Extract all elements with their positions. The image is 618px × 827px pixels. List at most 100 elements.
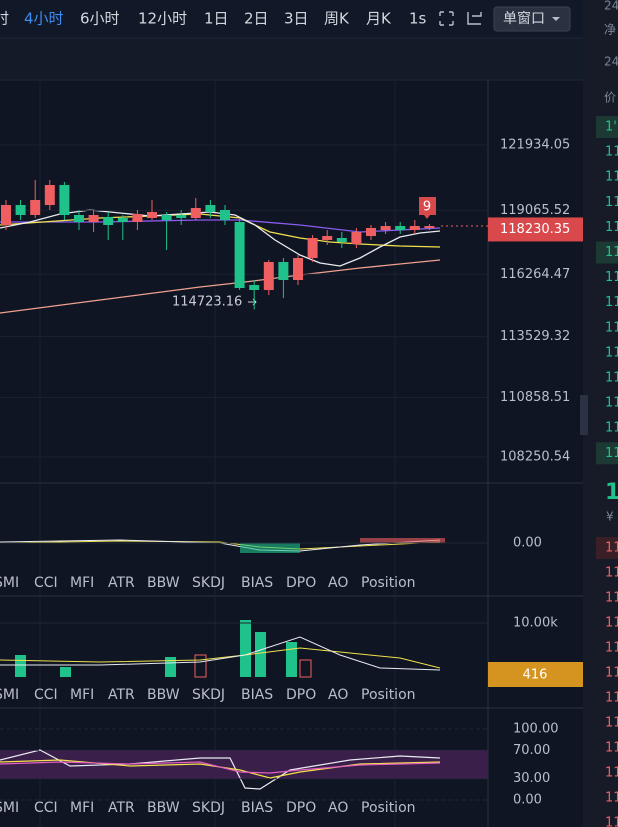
indicator-tab[interactable]: CCI [34, 800, 58, 816]
timeframe-tab[interactable]: 1s [409, 10, 427, 28]
side-bid: 11 [605, 766, 618, 781]
indicator-tab[interactable]: MFI [70, 575, 94, 591]
timeframe-tab[interactable]: 2日 [244, 10, 269, 28]
toolbar-icons[interactable] [439, 11, 482, 26]
indicator-tab[interactable]: AO [328, 800, 348, 816]
indicator-tab[interactable]: MFI [70, 687, 94, 703]
candle-body [278, 262, 289, 280]
indicator-tab[interactable]: SKDJ [192, 687, 225, 703]
timeframe-tab[interactable]: 时 [0, 10, 9, 28]
indicator-tab[interactable]: Position [361, 800, 416, 816]
candle-body [132, 213, 143, 222]
side-ask: 11 [605, 170, 618, 185]
timeframe-tab[interactable]: 月K [366, 10, 392, 28]
indicator-tab[interactable]: SMI [0, 687, 19, 703]
timeframe-tab[interactable]: 12小时 [138, 10, 187, 28]
side-bid: 11 [605, 641, 618, 656]
marker-label: 9 [423, 200, 431, 215]
volume-last-label: 416 [523, 668, 548, 683]
candle-body [293, 257, 303, 280]
panel-tick-label: 0.00 [513, 793, 542, 808]
side-header: 24 [604, 55, 618, 69]
side-header: 24 [604, 0, 618, 13]
side-ask: 11 [605, 195, 618, 210]
panel-tick-label: 10.00k [513, 616, 558, 631]
side-ask: 11 [605, 245, 618, 260]
side-ask: 11 [605, 220, 618, 235]
indicator-tab[interactable]: CCI [34, 687, 58, 703]
candle-body [220, 210, 230, 221]
indicator-tab[interactable]: ATR [108, 575, 135, 591]
indicator-tab[interactable]: CCI [34, 575, 58, 591]
window-button[interactable] [493, 6, 571, 32]
timeframe-tab[interactable]: 6小时 [80, 10, 120, 28]
indicator-tab[interactable]: BIAS [241, 575, 273, 591]
candle-body [307, 238, 318, 258]
candle-body [176, 214, 187, 219]
row-highlight [596, 116, 618, 138]
indicator-tab[interactable]: BIAS [241, 687, 273, 703]
side-bid: 11 [605, 741, 618, 756]
side-ask: 11 [605, 396, 618, 411]
timeframe-tab[interactable]: 1日 [204, 10, 229, 28]
side-bid: 11 [605, 566, 618, 581]
indicator-tab[interactable]: DPO [286, 687, 316, 703]
side-ask: 11 [605, 446, 618, 461]
indicator-tab[interactable]: BBW [147, 800, 180, 816]
panel-tick-label: 70.00 [513, 743, 550, 758]
indicator-tab[interactable]: BIAS [241, 800, 273, 816]
timeframe-tab[interactable]: 周K [324, 10, 350, 28]
candle-body [44, 184, 55, 206]
side-header: 价 [604, 91, 616, 105]
window-button-label[interactable]: 单窗口 [503, 10, 545, 27]
side-bid: 11 [605, 591, 618, 606]
indicator-tab[interactable]: SKDJ [192, 800, 225, 816]
candle-body [30, 199, 41, 215]
price-tick-label: 110858.51 [500, 390, 570, 405]
indicator-tab[interactable]: DPO [286, 575, 316, 591]
indicator-tab[interactable]: ATR [108, 687, 135, 703]
indicator-tab[interactable]: ATR [108, 800, 135, 816]
candle-body [351, 232, 362, 244]
side-mid: 1 [605, 480, 618, 505]
timeframe-tab[interactable]: 3日 [284, 10, 309, 28]
candle-body [336, 238, 347, 242]
candle-body [74, 214, 84, 222]
indicator-tab[interactable]: SMI [0, 575, 19, 591]
side-bid: 11 [605, 791, 618, 806]
side-ask: 11 [605, 295, 618, 310]
osc-decor [0, 749, 441, 790]
candle-body [409, 226, 420, 230]
indicator-tab[interactable]: DPO [286, 800, 316, 816]
candle-body [234, 221, 245, 289]
candle-body [424, 226, 435, 228]
price-tick-label: 119065.52 [500, 203, 570, 218]
row-highlight [596, 241, 618, 264]
indicator-tab[interactable]: AO [328, 687, 348, 703]
indicator-tab[interactable]: BBW [147, 687, 180, 703]
side-header: 净 [604, 23, 616, 37]
collapse-handle[interactable] [580, 395, 588, 435]
price-tick-label: 116264.47 [500, 267, 570, 282]
indicator-tab[interactable]: Position [361, 575, 416, 591]
side-bid: 11 [605, 816, 618, 827]
candle-body [395, 226, 406, 230]
candle-body [161, 214, 172, 221]
indicator-tab[interactable]: BBW [147, 575, 180, 591]
low-label: 114723.16 [172, 295, 242, 310]
timeframe-tab[interactable]: 4小时 [24, 10, 64, 28]
candle-body [263, 262, 274, 291]
side-ask: 11 [605, 421, 618, 436]
subbar-bg [0, 38, 583, 80]
price-tick-label: 108250.54 [500, 449, 570, 464]
indicator-tab[interactable]: MFI [70, 800, 94, 816]
candle-body [366, 227, 376, 236]
indicator-tab[interactable]: Position [361, 687, 416, 703]
indicator-tab[interactable]: SKDJ [192, 575, 225, 591]
panel-tick-label: 30.00 [513, 771, 550, 786]
candle-body [322, 235, 333, 241]
indicator-tab[interactable]: AO [328, 575, 348, 591]
panel-tick-label: 0.00 [513, 536, 542, 551]
indicator-tab[interactable]: SMI [0, 800, 19, 816]
background [0, 0, 583, 827]
